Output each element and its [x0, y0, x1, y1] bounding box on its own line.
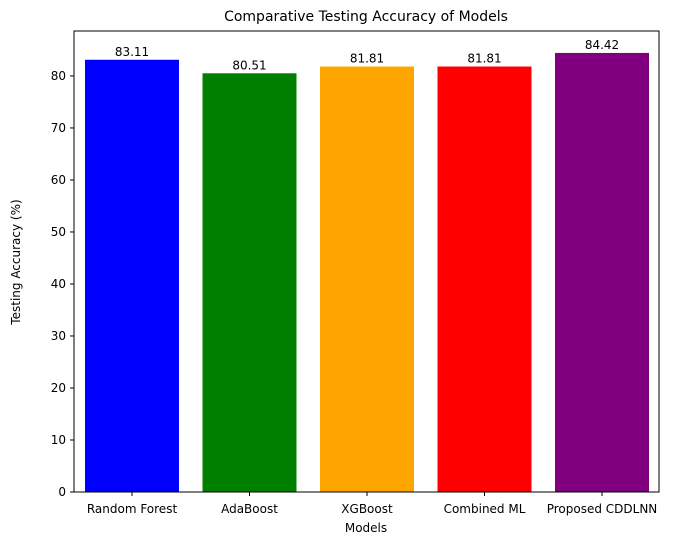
y-tick-label: 80: [51, 69, 66, 83]
y-tick-label: 50: [51, 225, 66, 239]
x-tick-label: Random Forest: [87, 502, 178, 516]
bar-1: [202, 73, 297, 493]
y-axis-label: Testing Accuracy (%): [9, 199, 23, 325]
plot-frame: [73, 30, 660, 493]
x-axis-label: Models: [345, 521, 387, 535]
y-axis: 0 10 20 30 40 50 60 70 80: [51, 69, 74, 499]
bar-value-label: 83.11: [115, 45, 149, 59]
y-tick-label: 70: [51, 121, 66, 135]
bar-4: [555, 52, 649, 493]
x-tick-label: AdaBoost: [221, 502, 278, 516]
bar-value-label: 80.51: [232, 58, 266, 72]
y-tick-label: 60: [51, 173, 66, 187]
x-tick-label: Proposed CDDLNN: [547, 502, 658, 516]
bar-3: [437, 66, 532, 492]
x-tick-label: XGBoost: [341, 502, 393, 516]
x-axis: Random Forest AdaBoost XGBoost Combined ML P…: [87, 492, 657, 516]
bar-value-label: 84.42: [585, 38, 619, 52]
y-tick-label: 10: [51, 433, 66, 447]
y-tick-label: 30: [51, 329, 66, 343]
chart-title: Comparative Testing Accuracy of Models: [224, 9, 508, 25]
bars-group: 83.11 80.51 81.81 81.81 84.42: [85, 38, 649, 493]
bar-value-label: 81.81: [467, 52, 501, 66]
y-tick-label: 20: [51, 381, 66, 395]
y-tick-label: 0: [58, 485, 66, 499]
bar-value-label: 81.81: [350, 52, 384, 66]
x-tick-label: Combined ML: [444, 502, 526, 516]
bar-2: [320, 66, 414, 492]
y-tick-label: 40: [51, 277, 66, 291]
bar-0: [85, 59, 179, 492]
